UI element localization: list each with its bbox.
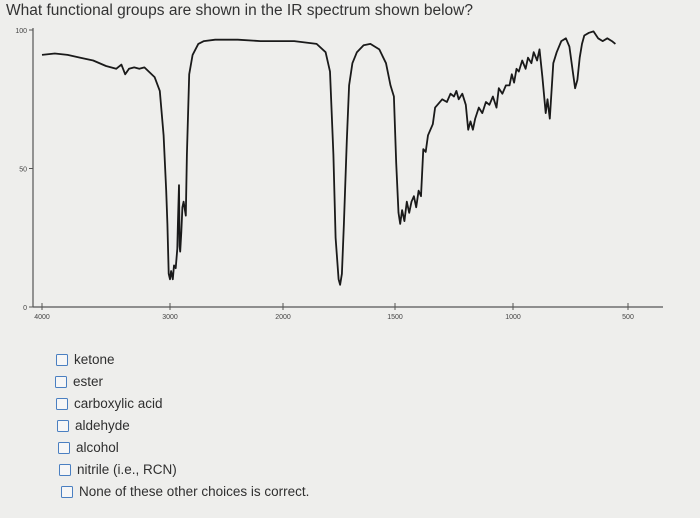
checkbox[interactable] — [57, 419, 69, 432]
option-label: alcohol — [76, 440, 119, 455]
x-tick-label: 1000 — [505, 314, 521, 321]
option-label: ketone — [74, 352, 115, 367]
y-tick-label: 50 — [19, 167, 27, 174]
question-text: What functional groups are shown in the … — [6, 2, 473, 19]
option-ester[interactable]: ester — [55, 374, 103, 389]
y-tick-label: 0 — [23, 305, 27, 312]
option-aldehyde[interactable]: aldehyde — [57, 418, 130, 433]
checkbox[interactable] — [58, 441, 70, 454]
option-label: aldehyde — [75, 418, 130, 433]
spectrum-trace — [41, 30, 616, 286]
option-nitrile[interactable]: nitrile (i.e., RCN) — [59, 462, 177, 477]
checkbox[interactable] — [61, 485, 73, 498]
x-tick-label: 3000 — [162, 314, 178, 321]
checkbox[interactable] — [56, 353, 68, 366]
option-ketone[interactable]: ketone — [56, 352, 115, 367]
option-alcohol[interactable]: alcohol — [58, 440, 119, 455]
checkbox[interactable] — [55, 375, 67, 388]
option-none-of-these[interactable]: None of these other choices is correct. — [61, 484, 309, 499]
x-tick-label: 500 — [622, 314, 634, 321]
x-tick-label: 1500 — [387, 314, 403, 321]
x-tick-label: 4000 — [34, 314, 50, 321]
option-label: ester — [73, 374, 104, 389]
option-label: nitrile (i.e., RCN) — [77, 462, 177, 477]
checkbox[interactable] — [56, 397, 68, 410]
y-tick-label: 100 — [15, 28, 27, 35]
x-tick-label: 2000 — [275, 314, 291, 321]
option-carboxylic-acid[interactable]: carboxylic acid — [56, 396, 163, 411]
checkbox[interactable] — [59, 463, 71, 476]
option-label: carboxylic acid — [74, 396, 163, 411]
spectrum-axes — [32, 28, 663, 308]
option-label: None of these other choices is correct. — [79, 484, 310, 499]
